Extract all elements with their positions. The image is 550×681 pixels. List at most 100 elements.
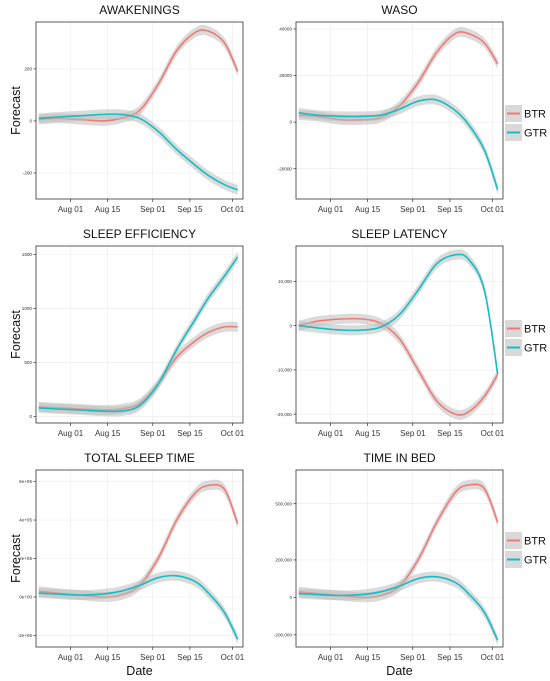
y-tick-label: 40000	[279, 27, 292, 32]
x-tick-label: Sep 01	[140, 429, 166, 438]
legend-label-gtr: GTR	[524, 343, 547, 355]
legend-label-btr: BTR	[524, 109, 546, 121]
chart-title: SLEEP LATENCY	[351, 227, 447, 241]
x-tick-label: Oct 01	[481, 429, 505, 438]
y-axis-label: Forecast	[9, 310, 23, 359]
x-tick-label: Sep 01	[140, 653, 166, 662]
y-tick-label: -200,000	[274, 632, 293, 637]
y-tick-label: -2e+05	[18, 633, 33, 638]
panel-awakenings: AWAKENINGS Aug 01 Aug 15 Sep 01 Sep 15 Oct 01…	[9, 3, 245, 214]
y-tick-label: 4e+05	[19, 518, 32, 523]
series-line-btr	[298, 483, 499, 599]
y-tick-label: 0	[289, 595, 292, 600]
legend-label-btr: BTR	[524, 324, 546, 336]
x-tick-label: Oct 01	[221, 429, 245, 438]
legend: BTR GTR	[505, 320, 547, 356]
x-tick-label: Aug 15	[95, 653, 121, 662]
chart-title: TIME IN BED	[363, 451, 435, 465]
series-line-btr	[298, 317, 499, 416]
gridlines	[296, 470, 503, 647]
panel-time-in-bed: TIME IN BED Aug 01 Aug 15 Sep 01 Sep 15 Oct 0…	[274, 451, 505, 662]
x-tick-label: Sep 15	[437, 429, 463, 438]
x-tick-label: Aug 15	[355, 205, 381, 214]
x-tick-label: Aug 01	[318, 653, 344, 662]
y-tick-label: 1000	[22, 306, 33, 311]
y-tick-label: 0	[289, 323, 292, 328]
x-tick-label: Oct 01	[481, 205, 505, 214]
x-tick-label: Aug 15	[355, 653, 381, 662]
x-tick-label: Oct 01	[221, 653, 245, 662]
y-tick-label: 200	[24, 66, 32, 71]
legend-label-btr: BTR	[524, 536, 546, 548]
x-tick-label: Sep 15	[177, 429, 203, 438]
gridlines	[36, 470, 243, 647]
y-tick-label: 0e+00	[19, 595, 32, 600]
y-tick-label: 500	[24, 360, 32, 365]
x-tick-label: Aug 01	[58, 205, 84, 214]
x-tick-label: Sep 15	[177, 653, 203, 662]
confidence-band-gtr	[298, 249, 498, 380]
panel-sleep-latency: SLEEP LATENCY Aug 01 Aug 15 Sep 01 Sep 15 Oct…	[276, 227, 504, 438]
series-line-gtr	[38, 256, 239, 413]
series-line-gtr	[298, 98, 499, 190]
y-tick-label: 2e+05	[19, 556, 32, 561]
x-tick-label: Oct 01	[221, 205, 245, 214]
chart-title: AWAKENINGS	[99, 3, 179, 17]
legend-label-gtr: GTR	[524, 128, 547, 140]
confidence-band-gtr	[298, 94, 498, 195]
series-line-gtr	[38, 113, 239, 191]
plot-frame	[295, 469, 504, 648]
confidence-band-btr	[38, 321, 238, 415]
x-tick-label: Aug 15	[95, 205, 121, 214]
y-tick-label: -10,000	[276, 368, 292, 373]
series-line-gtr	[38, 574, 239, 640]
x-tick-label: Sep 01	[400, 429, 426, 438]
confidence-band-gtr	[38, 570, 238, 645]
y-tick-label: -20000	[278, 166, 293, 171]
y-tick-label: 0	[289, 120, 292, 125]
plot-frame	[295, 245, 504, 424]
legend-label-gtr: GTR	[524, 555, 547, 567]
plot-frame	[295, 21, 504, 200]
chart-title: TOTAL SLEEP TIME	[84, 451, 195, 465]
x-tick-label: Sep 01	[400, 205, 426, 214]
x-tick-label: Sep 01	[400, 653, 426, 662]
y-tick-label: 0	[29, 119, 32, 124]
y-tick-label: 500,000	[275, 501, 292, 506]
x-tick-label: Sep 15	[437, 653, 463, 662]
x-tick-label: Aug 15	[355, 429, 381, 438]
x-axis-label: Date	[126, 664, 152, 678]
x-tick-label: Sep 01	[140, 205, 166, 214]
x-tick-label: Aug 01	[318, 205, 344, 214]
series-line-btr	[38, 325, 238, 411]
x-tick-label: Aug 01	[58, 429, 84, 438]
y-tick-label: 200,000	[275, 558, 292, 563]
series-line-btr	[38, 483, 239, 598]
plot-frame	[35, 21, 244, 200]
chart-title: SLEEP EFFICIENCY	[83, 227, 196, 241]
x-tick-label: Sep 15	[177, 205, 203, 214]
y-tick-label: 6e+05	[19, 479, 32, 484]
x-tick-label: Oct 01	[481, 653, 505, 662]
y-tick-label: -200	[23, 171, 33, 176]
series-line-gtr	[298, 575, 499, 641]
y-axis-label: Forecast	[9, 86, 23, 135]
panel-sleep-efficiency: SLEEP EFFICIENCY Aug 01 Aug 15 Sep 01 Sep 15…	[9, 227, 245, 438]
series-line-gtr	[298, 253, 499, 375]
x-tick-label: Aug 15	[95, 429, 121, 438]
y-tick-label: 0	[29, 414, 32, 419]
chart-title: WASO	[381, 3, 417, 17]
plot-frame	[35, 245, 244, 424]
x-tick-label: Aug 01	[318, 429, 344, 438]
y-tick-label: 1500	[22, 252, 33, 257]
y-tick-label: -20,000	[276, 412, 292, 417]
panel-total-sleep-time: TOTAL SLEEP TIME Aug 01 Aug 15 Sep 01 Sep 15…	[9, 451, 245, 662]
y-axis-label: Forecast	[9, 534, 23, 583]
x-tick-label: Aug 01	[58, 653, 84, 662]
x-tick-label: Sep 15	[437, 205, 463, 214]
y-tick-label: 20000	[279, 73, 292, 78]
x-axis-label: Date	[386, 664, 412, 678]
legend: BTR GTR	[505, 105, 547, 141]
confidence-band-gtr	[298, 571, 498, 646]
